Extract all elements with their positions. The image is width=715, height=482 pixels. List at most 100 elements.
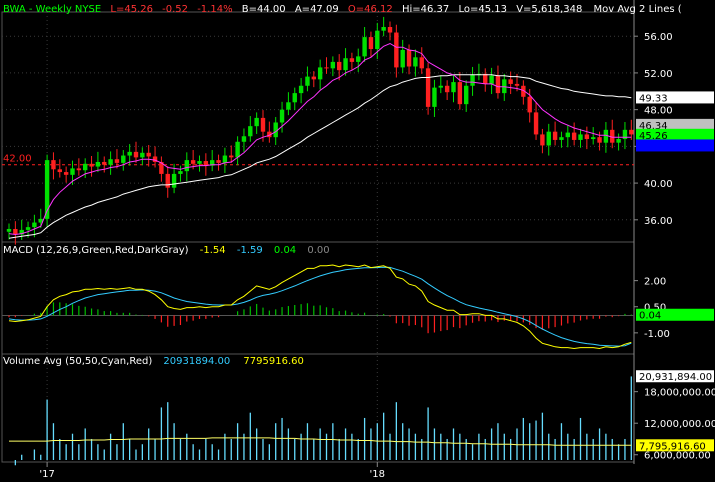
price-tick-5: 36.00 (644, 216, 673, 227)
candle-body-54 (349, 58, 355, 62)
candle-body-22 (146, 152, 151, 157)
price-badge-2-text: 45.26 (639, 131, 668, 142)
macd-badge: 0.04 (636, 308, 714, 322)
candle-body-9 (63, 172, 69, 175)
header-last: L=45.26 (110, 4, 153, 15)
moving-average-fast (8, 42, 632, 236)
macd-signal-value: -1.59 (237, 245, 263, 256)
price-badge-1-text: 46.34 (639, 121, 668, 132)
candle-body-96 (616, 139, 621, 143)
candle-body-79 (508, 79, 513, 84)
candle-body-8 (57, 169, 62, 173)
header-change-pct: -1.14% (197, 4, 232, 15)
candle-body-2 (19, 229, 24, 235)
volume-tick-1: 12,000,000.00 (644, 419, 715, 430)
candle-body-92 (591, 137, 596, 140)
candle-body-60 (387, 27, 393, 33)
candle-body-69 (444, 85, 450, 93)
candle-body-25 (165, 173, 170, 188)
candle-body-49 (317, 67, 323, 80)
candle-body-47 (305, 76, 310, 86)
panel-frames (1, 0, 635, 464)
macd-axis-ticks: 2.00 0.50 -1.00 (634, 277, 670, 340)
price-badge-0-bg (636, 91, 714, 104)
candle-body-61 (394, 32, 399, 68)
candle-body-50 (324, 67, 329, 69)
macd-histogram (2, 302, 634, 334)
candle-body-48 (311, 76, 316, 80)
candle-body-95 (610, 129, 615, 143)
volume-avg-value: 7795916.60 (243, 356, 303, 367)
price-badge-1-bg (636, 118, 714, 131)
candle-body-18 (121, 155, 126, 163)
candle-body-21 (140, 152, 145, 158)
candle-body-71 (457, 82, 463, 105)
volume-label: Volume Avg (50,50,Cyan,Red) (3, 356, 152, 367)
volume-avg-badge: 7,795,916.60 (636, 439, 714, 452)
candle-body-14 (95, 161, 101, 167)
candle-body-32 (210, 160, 215, 166)
candle-body-41 (267, 131, 272, 138)
macd-tick-2: -1.00 (644, 329, 670, 340)
price-badge-0-text: 49.33 (639, 93, 668, 104)
header-indicator: Mov Avg 2 Lines ( (594, 4, 682, 15)
volume-badge-text: 20,931,894.00 (639, 372, 712, 383)
candle-body-31 (203, 161, 209, 166)
macd-badge-text: 0.04 (639, 311, 661, 322)
candle-body-83 (533, 112, 539, 135)
volume-badge-bg (636, 370, 714, 383)
header-ask: A=47.09 (295, 4, 339, 15)
candle-body-4 (32, 222, 37, 228)
candle-body-94 (603, 129, 609, 143)
volume-label-line: Volume Avg (50,50,Cyan,Red) 20931894.00 … (3, 356, 304, 367)
chart-header: BWA - Weekly NYSE L=45.26 -0.52 -1.14% B… (3, 4, 682, 15)
price-badge-2-bg (636, 128, 714, 141)
price-badge-1: 46.34 (636, 118, 714, 132)
macd-signal-line (8, 266, 632, 347)
candle-body-59 (381, 27, 386, 31)
candle-body-17 (114, 159, 120, 163)
price-tick-2: 48.00 (644, 106, 673, 117)
volume-tick-0: 18,000,000.00 (644, 388, 715, 399)
candle-body-84 (540, 134, 545, 146)
header-volume: V=5,618,348 (516, 4, 582, 15)
candle-body-39 (254, 117, 259, 127)
candle-body-42 (273, 122, 278, 138)
candle-body-10 (70, 168, 75, 175)
candle-body-15 (102, 161, 107, 165)
candle-body-64 (413, 57, 418, 67)
candle-body-34 (222, 155, 228, 163)
macd-hist-value: 0.04 (274, 245, 296, 256)
macd-line (8, 264, 632, 350)
price-tick-4: 40.00 (644, 179, 673, 190)
candle-body-33 (216, 160, 221, 163)
candle-body-93 (597, 137, 602, 143)
price-badge-2: 45.26 (636, 128, 714, 142)
volume-bars (14, 376, 632, 466)
price-tick-1: 52.00 (644, 69, 673, 80)
candle-body-76 (489, 75, 494, 84)
candle-body-45 (292, 93, 297, 103)
candle-body-75 (483, 73, 488, 84)
candle-body-12 (83, 163, 88, 171)
price-badge-0: 49.33 (636, 91, 714, 104)
support-label: 42.00 (3, 154, 32, 165)
candle-body-30 (197, 161, 202, 164)
volume-value: 20931894.00 (163, 356, 230, 367)
candle-body-3 (25, 227, 31, 230)
candle-body-81 (521, 85, 526, 97)
candle-body-38 (248, 126, 253, 137)
candle-body-7 (51, 160, 56, 170)
candle-body-57 (368, 37, 374, 50)
candle-body-26 (171, 173, 177, 188)
candle-body-86 (552, 131, 558, 140)
candle-body-5 (38, 218, 43, 223)
header-change: -0.52 (162, 4, 188, 15)
macd-badge-bg (636, 308, 714, 321)
x-axis-ticks: '17 '18 (39, 462, 385, 480)
candle-body-28 (184, 160, 189, 172)
candle-body-43 (279, 109, 285, 123)
candle-body-62 (400, 49, 405, 68)
